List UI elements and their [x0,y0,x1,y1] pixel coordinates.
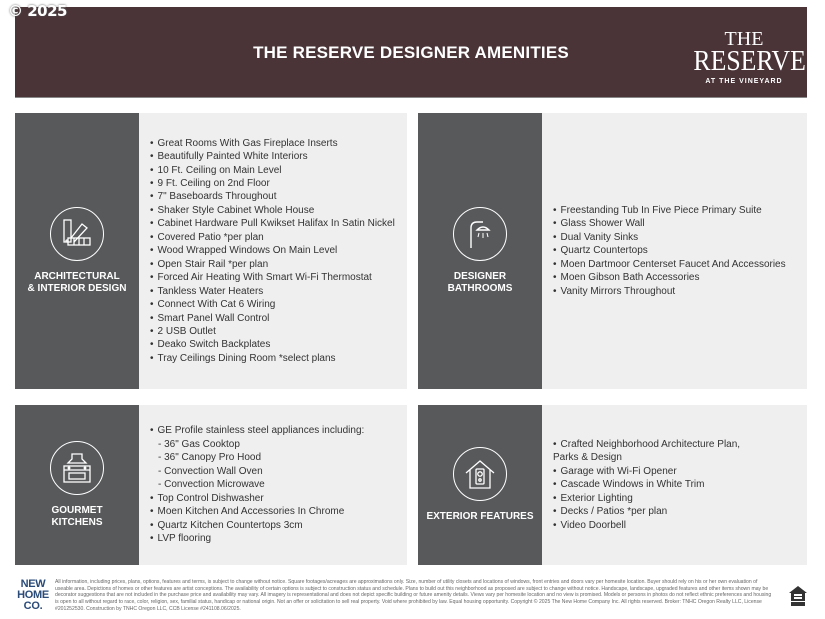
feature-item: Freestanding Tub In Five Piece Primary S… [553,204,807,217]
section-exterior: EXTERIOR FEATURES Crafted Neighborhood A… [418,405,807,565]
feature-item: Decks / Patios *per plan [553,505,807,518]
header-banner: THE RESERVE DESIGNER AMENITIES THE RESER… [15,7,807,98]
feature-list: Freestanding Tub In Five Piece Primary S… [542,113,807,389]
feature-item: - Convection Wall Oven [158,465,263,477]
feature-item: Smart Panel Wall Control [150,312,407,325]
feature-list: Crafted Neighborhood Architecture Plan, … [542,405,807,565]
feature-list: Great Rooms With Gas Fireplace InsertsBe… [139,113,407,389]
shower-icon [453,206,507,261]
section-label: EXTERIOR FEATURES [426,510,534,522]
section-kitchens: GOURMET KITCHENS GE Profile stainless st… [15,405,407,565]
section-label: DESIGNER BATHROOMS [447,270,513,295]
feature-item: Video Doorbell [553,519,807,532]
equal-housing-icon [789,586,807,606]
feature-item: Tankless Water Heaters [150,285,407,298]
reserve-logo: THE RESERVE AT THE VINEYARD [689,28,806,85]
copyright-watermark: © 2025 [8,2,67,20]
section-label: ARCHITECTURAL & INTERIOR DESIGN [27,270,127,295]
feature-item: - 36" Canopy Pro Hood [158,452,262,464]
feature-item: Crafted Neighborhood Architecture Plan, … [553,438,807,465]
feature-item: Cabinet Hardware Pull Kwikset Halifax In… [150,217,407,230]
feature-item: 7" Baseboards Throughout [150,190,407,203]
section-architectural: ARCHITECTURAL & INTERIOR DESIGN Great Ro… [15,113,407,389]
feature-item: Dual Vanity Sinks [553,231,807,244]
feature-item: Moen Gibson Bath Accessories [553,271,807,284]
house-doorbell-icon [453,446,507,501]
logo-line-2: RESERVE [693,46,806,77]
feature-list: GE Profile stainless steel appliances in… [139,405,407,565]
feature-item: Deako Switch Backplates [150,338,407,351]
feature-item: Wood Wrapped Windows On Main Level [150,244,407,257]
feature-item: GE Profile stainless steel appliances in… [150,424,407,437]
feature-item: 10 Ft. Ceiling on Main Level [150,164,407,177]
feature-item: Quartz Kitchen Countertops 3cm [150,519,407,532]
page-title: THE RESERVE DESIGNER AMENITIES [253,43,569,62]
feature-item: - 36" Gas Cooktop [158,438,240,450]
feature-item: Connect With Cat 6 Wiring [150,298,407,311]
feature-item: Forced Air Heating With Smart Wi-Fi Ther… [150,271,407,284]
feature-item: Beautifully Painted White Interiors [150,150,407,163]
logo-line-3: AT THE VINEYARD [705,78,783,85]
feature-item: Cascade Windows in White Trim [553,478,807,491]
kitchen-range-icon [50,440,104,495]
feature-item: Quartz Countertops [553,244,807,257]
feature-item: Top Control Dishwasher [150,492,407,505]
feature-item: Moen Dartmoor Centerset Faucet And Acces… [553,258,807,271]
feature-item: Great Rooms With Gas Fireplace Inserts [150,137,407,150]
feature-item: Covered Patio *per plan [150,231,407,244]
feature-item: Exterior Lighting [553,492,807,505]
feature-item: LVP flooring [150,532,407,545]
feature-item: Open Stair Rail *per plan [150,258,407,271]
new-home-co-logo: NEW HOME CO. [17,578,49,612]
logo-line-1: THE [724,28,764,50]
feature-item: Vanity Mirrors Throughout [553,285,807,298]
legal-disclaimer: All information, including prices, plans… [55,579,772,612]
section-bathrooms: DESIGNER BATHROOMS Freestanding Tub In F… [418,113,807,389]
footer: NEW HOME CO. All information, including pr… [15,577,810,617]
feature-item: Glass Shower Wall [553,217,807,230]
feature-item: - Convection Microwave [158,479,265,491]
feature-item: Garage with Wi-Fi Opener [553,465,807,478]
feature-item: Shaker Style Cabinet Whole House [150,204,407,217]
feature-item: 9 Ft. Ceiling on 2nd Floor [150,177,407,190]
feature-item: Moen Kitchen And Accessories In Chrome [150,505,407,518]
feature-item: 2 USB Outlet [150,325,407,338]
feature-item: Tray Ceilings Dining Room *select plans [150,352,407,365]
swatch-fan-icon [50,206,104,261]
section-label: GOURMET KITCHENS [51,504,103,529]
